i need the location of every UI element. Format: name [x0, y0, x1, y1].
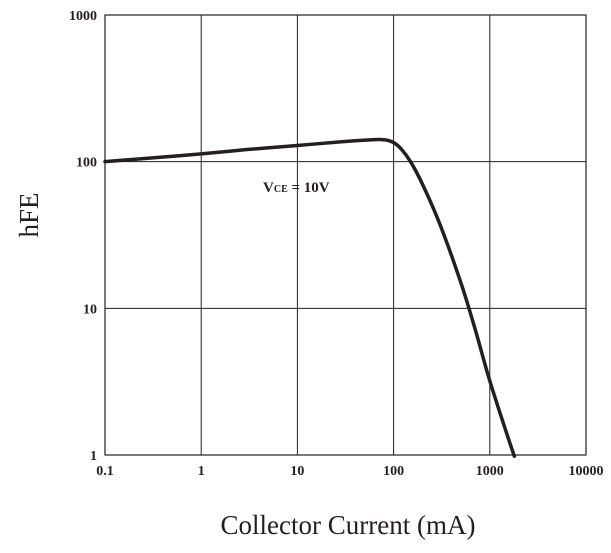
series-line-hfe: [103, 137, 517, 459]
plot-frame: [104, 14, 587, 456]
y-axis-label: hFE: [14, 192, 44, 237]
x-axis-label: Collector Current (mA): [221, 510, 476, 540]
y-tick-label: 1: [90, 449, 97, 464]
x-tick-label: 1000: [476, 464, 504, 479]
y-tick-labels: 1 10 100 1000: [69, 9, 97, 464]
x-tick-label: 10: [290, 464, 304, 479]
grid-lines: [105, 15, 586, 455]
x-tick-label: 10000: [569, 464, 604, 479]
annotation-subscript: CE: [274, 184, 288, 195]
annotation-rest: = 10V: [288, 180, 330, 196]
x-tick-label: 100: [383, 464, 404, 479]
annotation-main: V: [263, 180, 274, 196]
y-tick-label: 10: [83, 302, 97, 317]
x-tick-label: 1: [198, 464, 205, 479]
y-tick-label: 1000: [69, 9, 97, 24]
x-tick-label: 0.1: [96, 464, 114, 479]
y-tick-label: 100: [76, 156, 97, 171]
vce-annotation: VCE = 10V: [263, 180, 330, 196]
x-tick-labels: 0.1 1 10 100 1000 10000: [96, 464, 603, 479]
